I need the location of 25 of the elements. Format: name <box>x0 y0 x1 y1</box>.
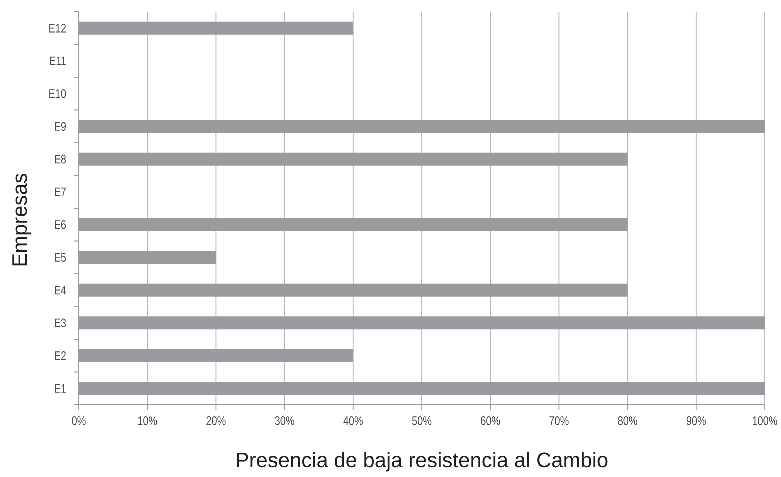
y-tick-label: E7 <box>55 188 66 196</box>
x-tick-label: 10% <box>138 416 158 426</box>
y-tick-label: E4 <box>55 286 66 295</box>
y-tick-label: E5 <box>55 253 66 262</box>
x-tick-label: 40% <box>344 416 364 426</box>
x-axis-title: Presencia de baja resistencia al Cambio <box>237 452 608 472</box>
y-axis-title: Empresas <box>12 174 32 266</box>
y-tick-label: E6 <box>55 220 66 230</box>
y-tick-label: E9 <box>55 122 66 132</box>
x-tick-label: 50% <box>412 416 432 426</box>
y-tick-label: E8 <box>55 154 66 164</box>
y-tick-label: E12 <box>50 24 66 33</box>
y-tick-label: E3 <box>55 318 66 328</box>
x-tick-label: 20% <box>206 416 226 426</box>
x-tick-label: 90% <box>686 416 706 426</box>
x-tick-label: 60% <box>481 416 500 426</box>
y-tick-label: E1 <box>55 384 66 393</box>
y-tick-label: E10 <box>50 89 66 98</box>
x-tick-label: 30% <box>275 416 294 426</box>
x-tick-label: 0% <box>72 416 86 426</box>
y-tick-label: E2 <box>55 352 66 360</box>
x-tick-label: 70% <box>550 416 569 426</box>
x-tick-label: 80% <box>618 416 638 426</box>
x-tick-label: 100% <box>753 416 778 426</box>
y-tick-label: E11 <box>50 56 66 66</box>
